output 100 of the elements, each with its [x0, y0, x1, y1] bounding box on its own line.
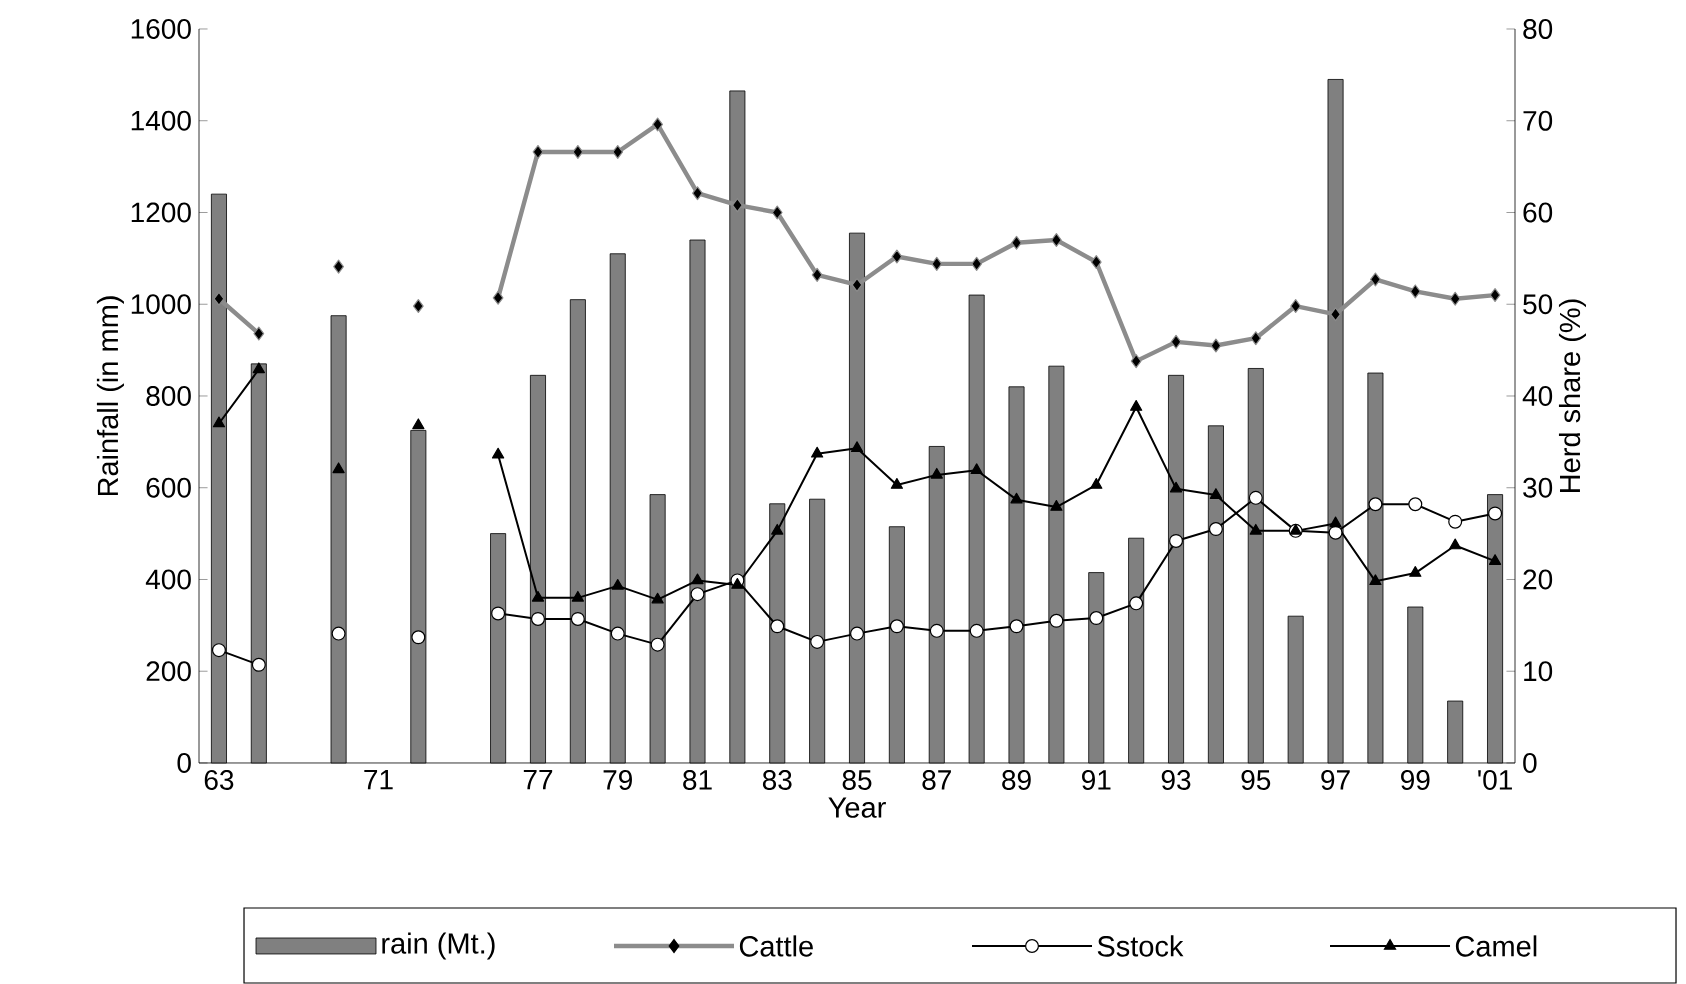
- point: [1328, 525, 1343, 540]
- point: [611, 578, 624, 590]
- point: [1130, 400, 1143, 411]
- point: [1169, 533, 1184, 548]
- point: [771, 205, 783, 220]
- point: [652, 117, 664, 132]
- point: [491, 606, 506, 621]
- point: [211, 643, 226, 658]
- point: [851, 277, 863, 292]
- point: [1370, 272, 1381, 287]
- x-tick-label: 87: [922, 770, 951, 790]
- y2-tick-label: 40: [1522, 386, 1553, 406]
- point: [1169, 481, 1183, 493]
- point: [891, 249, 903, 264]
- point: [890, 477, 904, 489]
- point: [252, 362, 265, 374]
- point: [572, 144, 584, 159]
- point: [1489, 288, 1501, 303]
- y-tick-label: 600: [146, 477, 191, 498]
- point: [889, 619, 904, 634]
- legend-label: Sstock: [1097, 935, 1184, 957]
- point: [690, 587, 705, 602]
- point: [692, 186, 703, 201]
- point: [571, 590, 584, 602]
- point: [770, 619, 785, 634]
- point: [213, 291, 225, 306]
- point: [1050, 500, 1063, 511]
- y-tick-label: 1400: [131, 110, 191, 131]
- x-tick-label: 79: [603, 770, 632, 790]
- x-tick-label: 91: [1082, 770, 1111, 790]
- legend-label: rain (Mt.): [382, 932, 495, 960]
- point: [1009, 619, 1024, 634]
- legend-label: Cattle: [739, 935, 813, 957]
- x-tick-label: '01: [1478, 770, 1512, 790]
- point: [531, 590, 545, 602]
- point: [212, 416, 226, 428]
- point: [1409, 284, 1421, 299]
- x-tick-label: 97: [1321, 770, 1350, 790]
- point: [1208, 522, 1223, 537]
- y2-tick-label: 70: [1523, 110, 1553, 131]
- x-tick-label: 99: [1401, 770, 1430, 790]
- x-tick-label: 83: [762, 770, 792, 790]
- point: [532, 144, 544, 159]
- point: [850, 441, 864, 453]
- point: [1010, 492, 1023, 504]
- point: [412, 299, 424, 314]
- x-tick-label: 93: [1161, 770, 1191, 790]
- y-tick-label: 1000: [131, 294, 191, 315]
- point: [332, 462, 345, 474]
- point: [1488, 554, 1502, 565]
- point: [850, 626, 865, 641]
- point: [1329, 516, 1342, 528]
- point: [1449, 538, 1462, 550]
- point: [251, 657, 266, 672]
- point: [1210, 338, 1222, 353]
- y-axis-title: Rainfall (in mm): [96, 296, 124, 496]
- point: [1488, 506, 1503, 521]
- point: [1249, 523, 1262, 535]
- point: [331, 626, 346, 641]
- y2-tick-label: 0: [1523, 753, 1537, 773]
- y2-tick-label: 30: [1523, 477, 1553, 498]
- y2-tick-label: 50: [1523, 294, 1553, 315]
- y-tick-label: 800: [146, 386, 191, 406]
- x-tick-label: 95: [1241, 770, 1271, 790]
- point: [253, 326, 265, 341]
- y2-tick-label: 60: [1523, 202, 1553, 223]
- point: [931, 256, 943, 271]
- point: [1290, 299, 1302, 314]
- point: [691, 573, 704, 585]
- y-tick-label: 200: [146, 661, 191, 682]
- y-tick-label: 0: [177, 753, 191, 773]
- point: [1449, 291, 1461, 306]
- point: [492, 290, 504, 305]
- point: [1368, 497, 1383, 512]
- point: [1090, 477, 1103, 489]
- point: [1209, 488, 1223, 499]
- point: [1089, 611, 1104, 626]
- point: [1049, 613, 1064, 628]
- point: [1011, 235, 1022, 250]
- point: [971, 256, 983, 271]
- y2-tick-label: 20: [1523, 569, 1553, 590]
- point: [1051, 233, 1062, 248]
- point: [771, 523, 784, 535]
- point: [651, 592, 664, 604]
- point: [1170, 334, 1182, 349]
- point: [411, 630, 426, 645]
- x-tick-label: 85: [842, 770, 872, 790]
- y2-tick-label: 80: [1523, 19, 1553, 39]
- point: [1448, 514, 1463, 529]
- point: [491, 447, 505, 459]
- point: [412, 418, 425, 430]
- y2-axis-title: Herd share (%): [1558, 299, 1586, 492]
- x-tick-label: 63: [204, 770, 234, 790]
- point: [530, 611, 545, 626]
- point: [1250, 331, 1262, 346]
- x-tick-label: 71: [364, 770, 393, 790]
- point: [1369, 574, 1382, 586]
- point: [1330, 307, 1341, 322]
- point: [810, 446, 824, 458]
- point: [610, 626, 625, 641]
